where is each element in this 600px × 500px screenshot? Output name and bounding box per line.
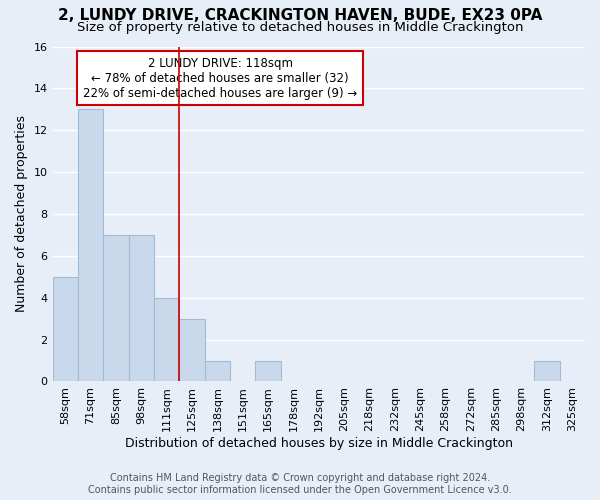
Bar: [128, 235, 154, 382]
Text: 2 LUNDY DRIVE: 118sqm
← 78% of detached houses are smaller (32)
22% of semi-deta: 2 LUNDY DRIVE: 118sqm ← 78% of detached …: [83, 56, 358, 100]
Bar: [205, 360, 230, 382]
Y-axis label: Number of detached properties: Number of detached properties: [15, 116, 28, 312]
Bar: [154, 298, 179, 382]
Text: Contains HM Land Registry data © Crown copyright and database right 2024.
Contai: Contains HM Land Registry data © Crown c…: [88, 474, 512, 495]
X-axis label: Distribution of detached houses by size in Middle Crackington: Distribution of detached houses by size …: [125, 437, 513, 450]
Bar: [53, 277, 78, 382]
Bar: [256, 360, 281, 382]
Bar: [78, 110, 103, 382]
Text: Size of property relative to detached houses in Middle Crackington: Size of property relative to detached ho…: [77, 22, 523, 35]
Text: 2, LUNDY DRIVE, CRACKINGTON HAVEN, BUDE, EX23 0PA: 2, LUNDY DRIVE, CRACKINGTON HAVEN, BUDE,…: [58, 8, 542, 22]
Bar: [179, 318, 205, 382]
Bar: [103, 235, 128, 382]
Bar: [534, 360, 560, 382]
